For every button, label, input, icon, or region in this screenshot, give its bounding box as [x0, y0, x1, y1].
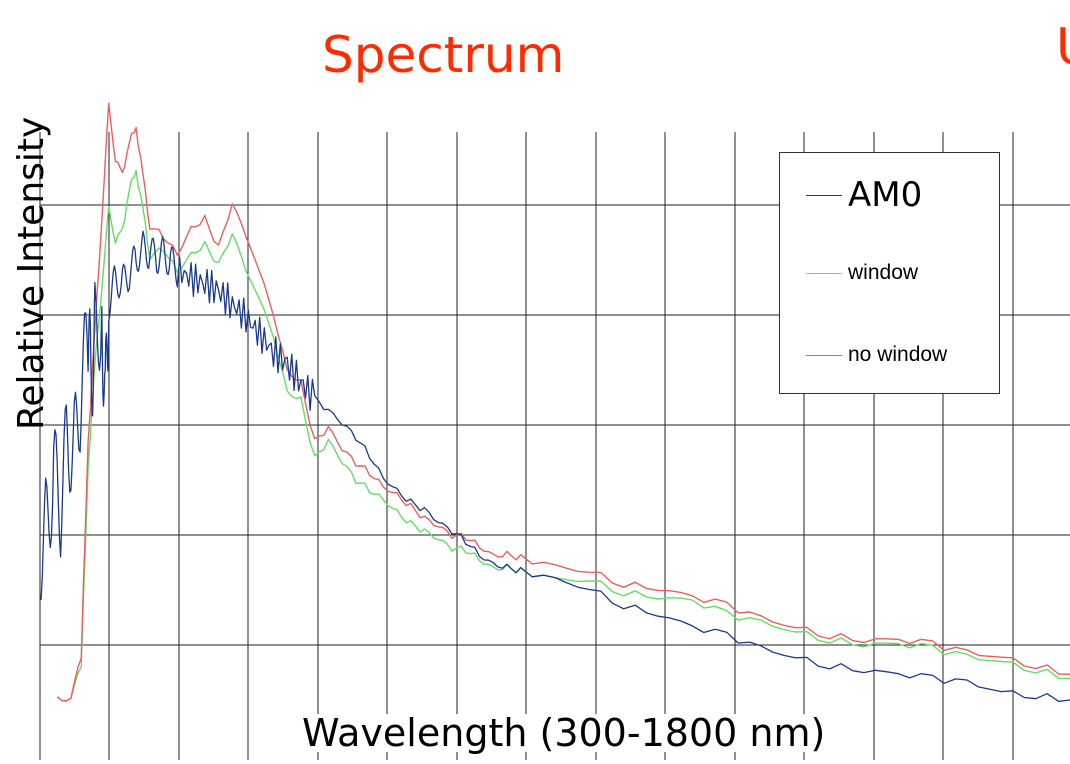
series-line-no-window [56, 102, 1070, 702]
legend-swatch-am0 [806, 194, 842, 196]
legend-item-am0: AM0 [806, 175, 922, 215]
chart-legend: AM0 window no window [779, 152, 1000, 394]
legend-swatch-no-window [806, 354, 842, 356]
series-line-window [56, 169, 1070, 702]
legend-item-no-window: no window [806, 343, 947, 367]
legend-label-am0: AM0 [848, 175, 923, 215]
series-line-am0 [39, 230, 1070, 702]
chart-title: Spectrum [322, 26, 565, 84]
legend-item-window: window [806, 261, 918, 285]
x-axis-label: Wavelength (300-1800 nm) [300, 711, 828, 755]
legend-label-no-window: no window [848, 343, 948, 366]
chart-series-layer [39, 102, 1070, 702]
legend-label-window: window [848, 261, 919, 284]
y-axis-label: Relative Intensity [11, 116, 52, 430]
next-slide-title-fragment: U [1056, 22, 1070, 72]
legend-swatch-window [806, 272, 842, 274]
